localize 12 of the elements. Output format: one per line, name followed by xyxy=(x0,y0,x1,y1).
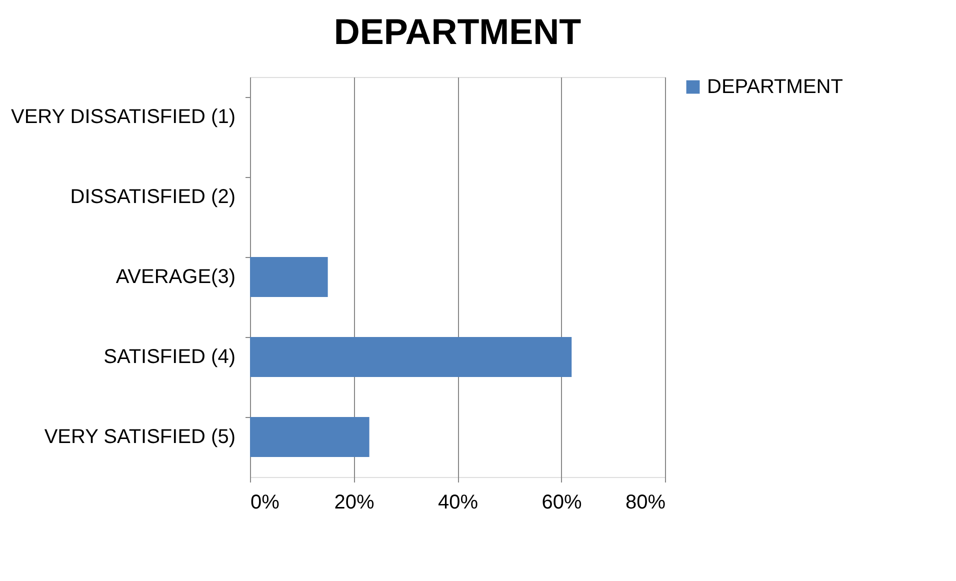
y-tick-label: VERY SATISFIED (5) xyxy=(44,426,236,448)
x-tick-label: 60% xyxy=(542,492,582,514)
x-tick-label: 0% xyxy=(250,492,280,514)
legend-label: DEPARTMENT xyxy=(707,76,843,98)
x-tick-label: 80% xyxy=(625,492,666,514)
y-tick-label: SATISFIED (4) xyxy=(104,346,236,368)
x-tick-label: 20% xyxy=(334,492,374,514)
y-tick-label: AVERAGE(3) xyxy=(116,266,236,288)
y-tick-label: DISSATISFIED (2) xyxy=(70,186,236,208)
chart-title: DEPARTMENT xyxy=(334,11,582,52)
y-tick-label: VERY DISSATISFIED (1) xyxy=(10,106,236,128)
x-tick-label: 40% xyxy=(438,492,478,514)
